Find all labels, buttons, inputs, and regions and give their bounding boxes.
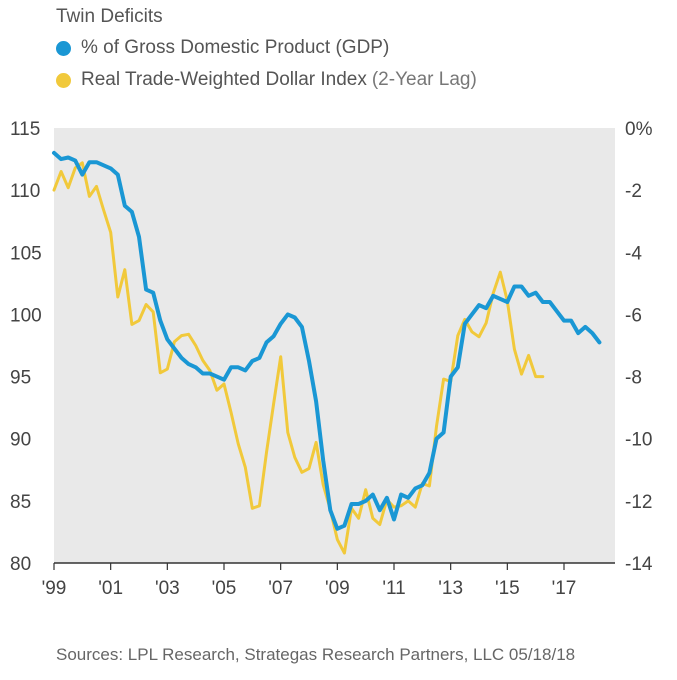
left-axis-tick-label: 90 bbox=[10, 430, 31, 451]
x-axis-tick-label: '17 bbox=[552, 578, 577, 599]
x-axis-tick-label: '13 bbox=[438, 578, 463, 599]
left-axis-tick-label: 115 bbox=[10, 119, 40, 140]
legend-label-gdp: % of Gross Domestic Product (GDP) bbox=[81, 37, 390, 58]
chart-title: Twin Deficits bbox=[56, 6, 163, 27]
x-axis-tick-label: '07 bbox=[268, 578, 293, 599]
left-axis-tick-label: 100 bbox=[10, 305, 42, 326]
right-axis-tick-label: -2 bbox=[625, 181, 642, 202]
right-axis-tick-label: -6 bbox=[625, 305, 642, 326]
left-axis-tick-label: 80 bbox=[10, 554, 31, 575]
plot-area bbox=[54, 128, 615, 563]
x-axis-tick-label: '03 bbox=[155, 578, 180, 599]
legend-item-dollar: Real Trade-Weighted Dollar Index (2-Year… bbox=[56, 69, 477, 91]
x-axis-tick-label: '99 bbox=[42, 578, 67, 599]
left-axis-tick-label: 110 bbox=[10, 181, 40, 202]
x-axis-tick-label: '09 bbox=[325, 578, 350, 599]
source-note: Sources: LPL Research, Strategas Researc… bbox=[56, 645, 576, 664]
legend-marker-gdp bbox=[56, 40, 71, 56]
right-axis-tick-label: -14 bbox=[625, 554, 653, 575]
x-axis-tick-label: '01 bbox=[98, 578, 123, 599]
x-axis-tick-label: '11 bbox=[382, 578, 405, 599]
legend-label-dollar-note: (2-Year Lag) bbox=[371, 69, 477, 90]
x-axis-tick-label: '15 bbox=[495, 578, 520, 599]
right-axis-tick-label: -12 bbox=[625, 492, 652, 513]
legend-label-dollar: Real Trade-Weighted Dollar Index bbox=[81, 69, 367, 90]
left-axis-tick-label: 95 bbox=[10, 368, 31, 389]
legend-item-gdp: % of Gross Domestic Product (GDP) bbox=[56, 37, 389, 59]
left-axis-tick-label: 85 bbox=[10, 492, 31, 513]
series-line-gdp bbox=[52, 150, 602, 531]
series-line-dollar bbox=[52, 161, 545, 555]
right-axis-tick-label: 0% bbox=[625, 119, 653, 140]
legend-marker-dollar bbox=[56, 72, 71, 88]
right-axis-tick-label: -8 bbox=[625, 368, 642, 389]
left-axis-tick-label: 105 bbox=[10, 243, 42, 264]
twin-deficits-chart: 115 110 105 100 95 90 85 80 0% -2 -4 -6 -8 -10 -12 -14 '… bbox=[10, 119, 653, 599]
right-axis-tick-label: -10 bbox=[625, 430, 652, 451]
right-axis-tick-label: -4 bbox=[625, 243, 642, 264]
x-axis-tick-label: '05 bbox=[212, 578, 237, 599]
